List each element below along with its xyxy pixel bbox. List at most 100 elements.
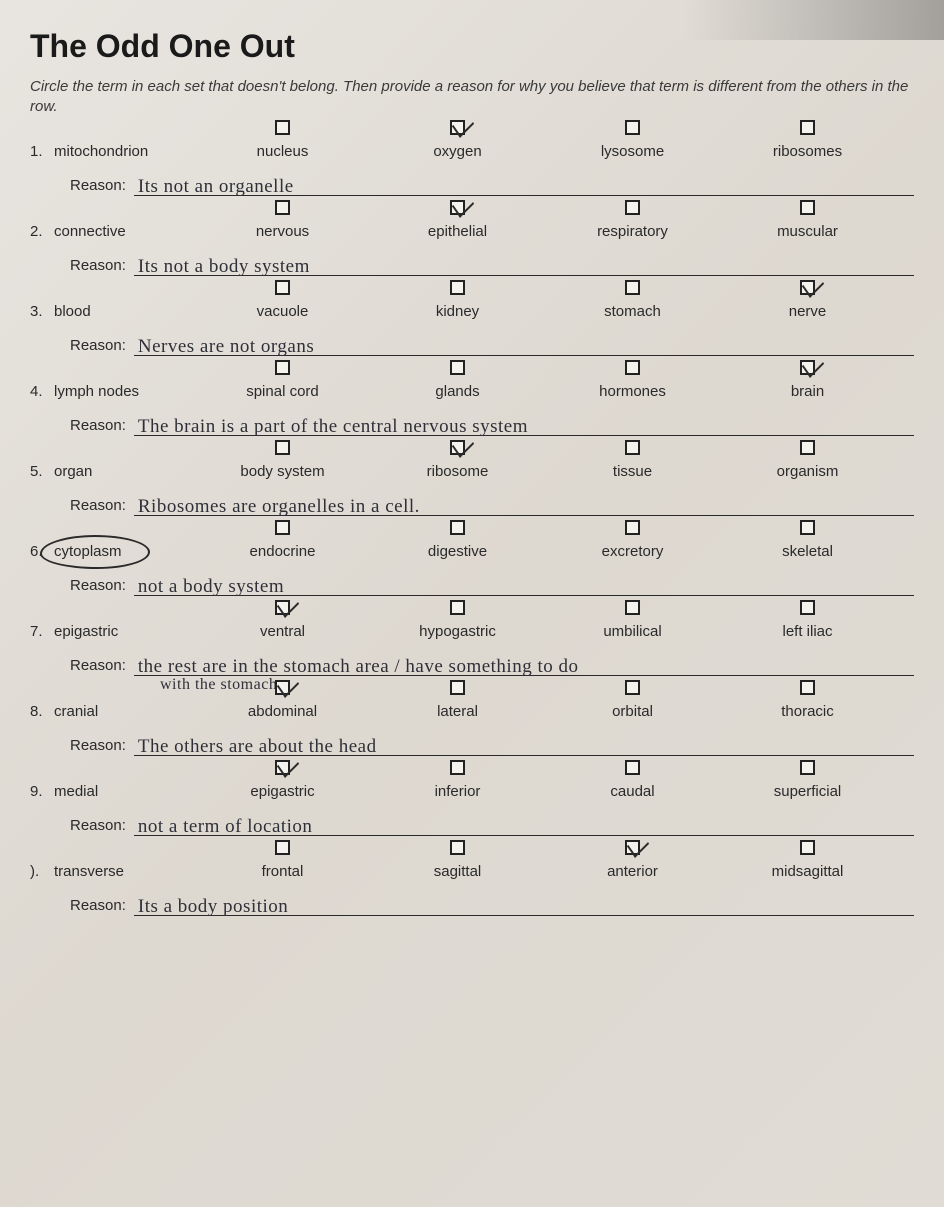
term-label: umbilical [545, 623, 720, 640]
question-block: ).transversefrontalsagittalanteriormidsa… [30, 840, 914, 916]
term-label: excretory [545, 543, 720, 560]
term-label: nervous [195, 223, 370, 240]
term-cell: inferior [370, 760, 545, 800]
term-checkbox[interactable] [625, 600, 640, 615]
reason-line[interactable]: not a body system [134, 570, 914, 596]
term-cell: epigastric [195, 760, 370, 800]
term-checkbox[interactable] [275, 120, 290, 135]
term-checkbox[interactable] [625, 440, 640, 455]
term-cell: orbital [545, 680, 720, 720]
term-checkbox[interactable] [450, 280, 465, 295]
question-number: 1. [30, 143, 48, 160]
term-checkbox[interactable] [625, 520, 640, 535]
reason-line[interactable]: not a term of location [134, 810, 914, 836]
term-checkbox[interactable] [625, 200, 640, 215]
term-checkbox[interactable] [275, 840, 290, 855]
first-term-label: medial [54, 783, 98, 800]
reason-row: Reason:not a term of location [70, 810, 914, 836]
term-checkbox[interactable] [450, 440, 465, 455]
term-checkbox[interactable] [450, 600, 465, 615]
reason-row: Reason:Nerves are not organs [70, 330, 914, 356]
term-checkbox[interactable] [275, 600, 290, 615]
term-checkbox[interactable] [275, 680, 290, 695]
term-cell: ribosomes [720, 120, 895, 160]
term-checkbox[interactable] [450, 840, 465, 855]
term-label: ventral [195, 623, 370, 640]
term-checkbox[interactable] [275, 440, 290, 455]
question-block: 2.connectivenervousepithelialrespiratory… [30, 200, 914, 276]
handwritten-reason: the rest are in the stomach area / have … [138, 656, 579, 678]
term-cell: skeletal [720, 520, 895, 560]
term-checkbox[interactable] [450, 360, 465, 375]
term-cell: left iliac [720, 600, 895, 640]
question-number: 2. [30, 223, 48, 240]
term-checkbox[interactable] [800, 280, 815, 295]
term-checkbox[interactable] [625, 760, 640, 775]
reason-row: Reason:The others are about the head [70, 730, 914, 756]
term-cell: sagittal [370, 840, 545, 880]
term-checkbox[interactable] [275, 280, 290, 295]
terms-row: 5.organbody systemribosometissueorganism [30, 440, 914, 480]
first-term-label: lymph nodes [54, 383, 139, 400]
term-label: superficial [720, 783, 895, 800]
reason-row: Reason:Ribosomes are organelles in a cel… [70, 490, 914, 516]
term-checkbox[interactable] [450, 200, 465, 215]
term-checkbox[interactable] [450, 120, 465, 135]
handwritten-reason: Its a body position [138, 896, 288, 918]
first-term: ).transverse [30, 841, 195, 880]
term-checkbox[interactable] [800, 200, 815, 215]
reason-line[interactable]: Its not an organelle [134, 170, 914, 196]
term-checkbox[interactable] [450, 760, 465, 775]
term-checkbox[interactable] [625, 840, 640, 855]
reason-line[interactable]: Nerves are not organs [134, 330, 914, 356]
reason-label: Reason: [70, 897, 126, 916]
term-checkbox[interactable] [800, 600, 815, 615]
terms-row: 1.mitochondrionnucleusoxygenlysosomeribo… [30, 120, 914, 160]
reason-line[interactable]: Ribosomes are organelles in a cell. [134, 490, 914, 516]
reason-row: Reason:Its not an organelle [70, 170, 914, 196]
term-checkbox[interactable] [800, 440, 815, 455]
term-checkbox[interactable] [800, 120, 815, 135]
term-cell: ribosome [370, 440, 545, 480]
term-cell: nervous [195, 200, 370, 240]
term-checkbox[interactable] [625, 360, 640, 375]
term-checkbox[interactable] [625, 680, 640, 695]
term-checkbox[interactable] [275, 360, 290, 375]
term-checkbox[interactable] [275, 200, 290, 215]
reason-line[interactable]: Its a body position [134, 890, 914, 916]
term-checkbox[interactable] [275, 520, 290, 535]
term-label: anterior [545, 863, 720, 880]
term-label: muscular [720, 223, 895, 240]
reason-label: Reason: [70, 417, 126, 436]
question-block: 6.cytoplasmendocrinedigestiveexcretorysk… [30, 520, 914, 596]
term-checkbox[interactable] [450, 520, 465, 535]
term-checkbox[interactable] [625, 120, 640, 135]
term-checkbox[interactable] [625, 280, 640, 295]
term-label: respiratory [545, 223, 720, 240]
term-checkbox[interactable] [800, 840, 815, 855]
term-checkbox[interactable] [800, 680, 815, 695]
term-label: left iliac [720, 623, 895, 640]
term-label: lateral [370, 703, 545, 720]
term-checkbox[interactable] [275, 760, 290, 775]
term-cell: nerve [720, 280, 895, 320]
first-term-label: mitochondrion [54, 143, 148, 160]
term-checkbox[interactable] [800, 760, 815, 775]
term-cell: epithelial [370, 200, 545, 240]
reason-line[interactable]: Its not a body system [134, 250, 914, 276]
term-cell: umbilical [545, 600, 720, 640]
reason-line[interactable]: the rest are in the stomach area / have … [134, 650, 914, 676]
term-cell: spinal cord [195, 360, 370, 400]
reason-line[interactable]: The others are about the head [134, 730, 914, 756]
handwritten-reason: not a term of location [138, 816, 313, 838]
term-label: nerve [720, 303, 895, 320]
reason-line[interactable]: The brain is a part of the central nervo… [134, 410, 914, 436]
terms-row: ).transversefrontalsagittalanteriormidsa… [30, 840, 914, 880]
term-cell: lateral [370, 680, 545, 720]
term-checkbox[interactable] [800, 520, 815, 535]
reason-label: Reason: [70, 657, 126, 676]
term-checkbox[interactable] [450, 680, 465, 695]
term-checkbox[interactable] [800, 360, 815, 375]
first-term-label: cranial [54, 703, 98, 720]
question-number: ). [30, 863, 48, 880]
